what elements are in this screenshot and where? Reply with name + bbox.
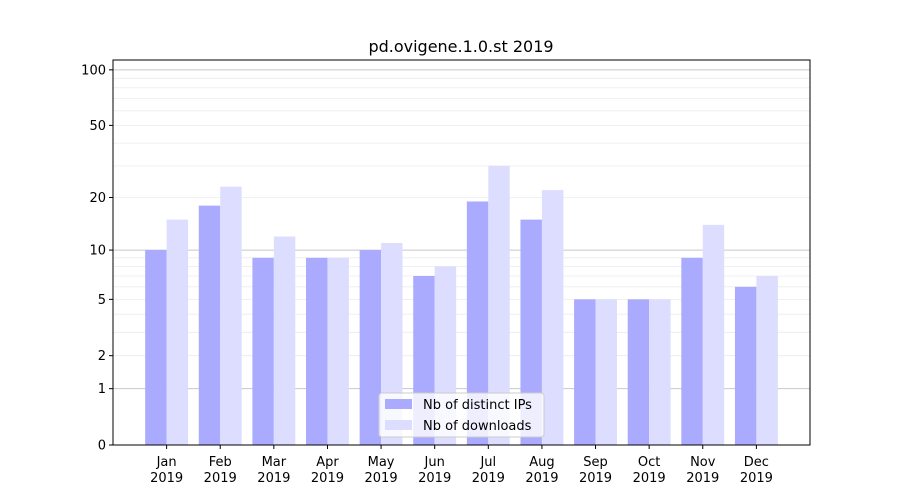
y-tick-label: 2 [98,349,106,364]
bar-downloads [541,190,564,445]
x-tick-label: Jun 2019 [418,455,451,486]
legend-label: Nb of distinct IPs [423,398,532,413]
bar-distinct-ips [359,250,382,445]
x-tick-label: Oct 2019 [633,455,666,486]
x-tick-label: Aug 2019 [525,455,558,486]
legend: Nb of distinct IPs Nb of downloads [378,392,545,438]
bar-distinct-ips [198,205,221,445]
x-tick-label: Nov 2019 [686,455,719,486]
legend-label: Nb of downloads [423,419,532,434]
bar-distinct-ips [466,201,489,445]
bar-downloads [488,165,510,445]
bar-downloads [756,275,778,445]
bar-distinct-ips [306,257,328,445]
y-tick-label: 20 [89,191,106,206]
legend-swatch [385,420,412,430]
bar-downloads [273,236,296,445]
bar-distinct-ips [681,257,703,445]
y-tick-label: 0 [98,439,106,454]
x-tick-label: May 2019 [365,455,398,486]
axes-frame [112,59,811,446]
bar-distinct-ips [252,257,274,445]
bar-distinct-ips [627,299,650,445]
bar-distinct-ips [145,250,167,445]
y-tick-label: 100 [81,63,106,78]
x-tick-label: Feb 2019 [204,455,237,486]
x-tick-label: Sep 2019 [579,455,612,486]
bar-downloads [595,299,617,445]
y-tick-label: 1 [98,382,106,397]
x-tick-label: Apr 2019 [311,455,344,486]
legend-swatch [385,399,412,409]
legend-box [378,392,545,438]
bar-downloads [220,186,242,446]
bar-distinct-ips [734,286,757,445]
bar-downloads [327,257,349,445]
y-axis: 0 1 2 5 10 20 50 100 [81,63,113,454]
x-tick-label: Jul 2019 [472,455,505,486]
x-tick-label: Dec 2019 [740,455,773,486]
bar-downloads [702,224,725,445]
bar-downloads [166,219,189,445]
bar-distinct-ips [574,299,596,445]
y-tick-label: 10 [89,244,106,259]
x-axis: Jan 2019 Feb 2019 Mar 2019 Apr 2019 May 2019 Jun 20… [150,445,773,486]
x-tick-label: Mar 2019 [257,455,290,486]
bar-distinct-ips [520,219,542,445]
x-tick-label: Jan 2019 [150,455,183,486]
y-tick-label: 50 [89,119,106,134]
bar-downloads [649,299,671,445]
y-tick-label: 5 [98,293,106,308]
chart-title: pd.ovigene.1.0.st 2019 [368,37,553,56]
